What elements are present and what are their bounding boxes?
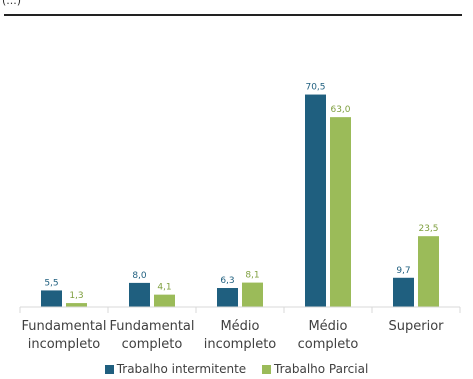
header-fragment: (...) bbox=[2, 0, 22, 7]
top-rule bbox=[4, 14, 462, 16]
category-label-1-line1: completo bbox=[122, 337, 183, 352]
bar-chart: 5,5 1,3 8,0 4,1 6,3 8,1 70,5 63,0 9,7 23,5 Fundam… bbox=[19, 83, 461, 352]
data-label-series1-cat1: 4,1 bbox=[157, 283, 171, 293]
bars-layer: 5,5 1,3 8,0 4,1 6,3 8,1 70,5 63,0 9,7 23,5 bbox=[41, 83, 439, 307]
bar-series1-cat0 bbox=[66, 303, 87, 307]
legend-label-intermitente: Trabalho intermitente bbox=[116, 362, 247, 376]
bar-series0-cat1 bbox=[129, 282, 150, 307]
data-label-series1-cat0: 1,3 bbox=[69, 291, 83, 301]
category-ticks-layer: Fundamental incompleto Fundamental completo… bbox=[19, 307, 461, 352]
bar-series1-cat1 bbox=[154, 294, 175, 307]
legend: Trabalho intermitente Trabalho Parcial bbox=[0, 362, 473, 376]
legend-label-parcial: Trabalho Parcial bbox=[274, 362, 369, 376]
data-label-series1-cat4: 23,5 bbox=[418, 224, 438, 234]
category-label-3-line0: Médio bbox=[308, 319, 347, 334]
legend-swatch-parcial bbox=[262, 365, 272, 374]
bar-series0-cat3 bbox=[305, 94, 326, 307]
category-label-3-line1: completo bbox=[298, 337, 359, 352]
legend-item-intermitente: Trabalho intermitente bbox=[104, 362, 247, 376]
category-label-0-line1: incompleto bbox=[28, 337, 101, 352]
bar-series0-cat0 bbox=[41, 290, 62, 307]
bar-series1-cat3 bbox=[330, 117, 351, 307]
data-label-series0-cat1: 8,0 bbox=[132, 271, 147, 281]
data-label-series1-cat3: 63,0 bbox=[330, 105, 350, 115]
data-label-series0-cat0: 5,5 bbox=[44, 278, 58, 288]
data-label-series1-cat2: 8,1 bbox=[245, 271, 259, 281]
category-label-2-line0: Médio bbox=[220, 319, 259, 334]
category-label-0-line0: Fundamental bbox=[21, 319, 106, 334]
bar-series0-cat2 bbox=[217, 288, 238, 307]
bar-series0-cat4 bbox=[393, 277, 414, 307]
data-label-series0-cat3: 70,5 bbox=[305, 83, 325, 93]
category-label-1-line0: Fundamental bbox=[109, 319, 194, 334]
data-label-series0-cat2: 6,3 bbox=[220, 276, 234, 286]
data-label-series0-cat4: 9,7 bbox=[396, 266, 410, 276]
bar-series1-cat2 bbox=[242, 282, 263, 307]
legend-item-parcial: Trabalho Parcial bbox=[262, 362, 368, 376]
category-label-4-line0: Superior bbox=[389, 319, 445, 334]
bar-series1-cat4 bbox=[418, 236, 439, 307]
legend-swatch-intermitente bbox=[104, 365, 114, 374]
category-label-2-line1: incompleto bbox=[204, 337, 277, 352]
